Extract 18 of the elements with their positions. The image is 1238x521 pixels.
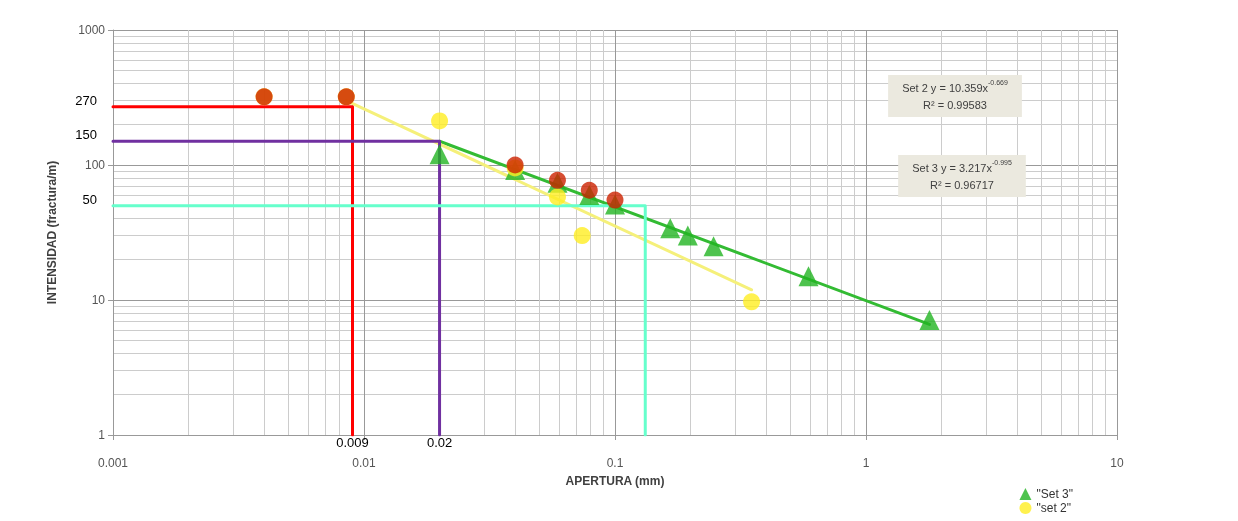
y-tick-label: 1000 <box>78 23 106 37</box>
x-tick-label: 0.01 <box>352 456 376 470</box>
y-tick-label: 100 <box>84 158 106 172</box>
y-axis-title: INTENSIDAD (fractura/m) <box>45 160 59 305</box>
legend-label: "Set 3" <box>1036 487 1074 501</box>
annotation: 0.02 <box>426 435 453 450</box>
y-tick-label: 10 <box>91 293 106 307</box>
y-tick-label: 1 <box>98 428 106 442</box>
annotation: 150 <box>75 127 97 143</box>
x-tick-label: 0.1 <box>606 456 624 470</box>
annotation: 0.009 <box>336 435 369 450</box>
x-tick-label: 0.001 <box>97 456 129 470</box>
legend-label: "set 2" <box>1036 501 1072 515</box>
x-tick-label: 10 <box>1110 456 1124 470</box>
x-axis-title: APERTURA (mm) <box>565 474 665 488</box>
annotation: 50 <box>82 191 97 207</box>
x-tick-label: 1 <box>862 456 870 470</box>
annotation: 270 <box>75 92 97 108</box>
